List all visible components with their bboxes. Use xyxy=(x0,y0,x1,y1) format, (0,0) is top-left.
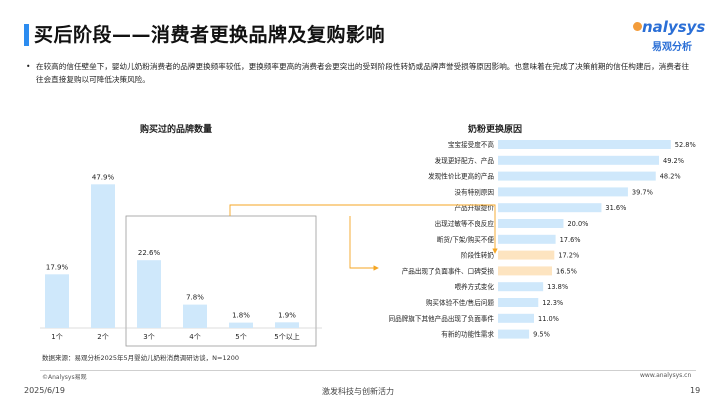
reason-bar-13 xyxy=(498,329,530,339)
page-number: 19 xyxy=(690,386,701,395)
logo-subtitle: 易观分析 xyxy=(652,42,692,53)
bar-value-label: 22.6% xyxy=(138,249,161,257)
y-tick-label: 出现过敏等不良反应 xyxy=(435,219,495,228)
summary-bullet: • 在较高的信任壁垒下，婴幼儿奶粉消费者的品牌更换频率较低，更换频率更高的消费者… xyxy=(26,60,696,86)
bar-value-label: 48.2% xyxy=(660,173,681,181)
y-tick-label: 同品牌旗下其他产品出现了负面事件 xyxy=(389,314,495,323)
reason-bar-3 xyxy=(498,171,656,181)
bar-value-label: 47.9% xyxy=(92,173,115,181)
bar-value-label: 7.8% xyxy=(186,294,204,302)
x-tick-label: 5个以上 xyxy=(274,332,299,341)
bar-1 xyxy=(45,274,69,328)
y-tick-label: 宝宝接受度不高 xyxy=(448,140,495,149)
data-source: 数据来源：易观分析2025年5月婴幼儿奶粉消费调研访谈，N=1200 xyxy=(42,354,240,362)
bar-value-label: 13.8% xyxy=(547,283,568,291)
bar-value-label: 17.9% xyxy=(46,263,69,271)
reason-bar-4 xyxy=(498,187,628,197)
page-title: 买后阶段——消费者更换品牌及复购影响 xyxy=(34,24,386,46)
y-tick-label: 产品升级提价 xyxy=(454,203,494,212)
footer-date: 2025/6/19 xyxy=(24,386,66,395)
bar-value-label: 17.6% xyxy=(560,236,581,244)
logo-wordmark: nalysys xyxy=(642,18,706,36)
y-tick-label: 阶段性转奶 xyxy=(461,251,494,260)
bar-2 xyxy=(91,184,115,328)
summary-text: 在较高的信任壁垒下，婴幼儿奶粉消费者的品牌更换频率较低，更换频率更高的消费者会更… xyxy=(36,62,690,84)
bar-value-label: 20.0% xyxy=(567,220,588,228)
bar-value-label: 31.6% xyxy=(605,204,626,212)
x-tick-label: 1个 xyxy=(51,333,62,341)
y-tick-label: 发现性价比更高的产品 xyxy=(428,172,494,181)
y-tick-label: 产品出现了负面事件、口碑受损 xyxy=(402,266,495,275)
logo-dot-icon xyxy=(633,22,642,31)
title-accent-bar xyxy=(24,24,29,46)
reason-bar-6 xyxy=(498,219,564,228)
bar-value-label: 39.7% xyxy=(632,188,653,196)
reason-bar-12 xyxy=(498,313,534,323)
left-chart-title: 购买过的品牌数量 xyxy=(140,125,213,135)
reason-bar-7 xyxy=(498,234,556,244)
reason-bar-1 xyxy=(498,140,671,149)
x-tick-label: 4个 xyxy=(189,333,200,341)
y-tick-label: 没有特别原因 xyxy=(454,187,494,196)
right-chart-title: 奶粉更换原因 xyxy=(468,125,523,135)
x-tick-label: 5个 xyxy=(235,333,246,341)
bar-value-label: 52.8% xyxy=(675,141,696,149)
y-tick-label: 发现更好配方、产品 xyxy=(435,156,495,165)
bar-value-label: 9.5% xyxy=(533,331,550,339)
reason-bar-5 xyxy=(498,203,602,213)
bar-4 xyxy=(183,304,207,328)
bar-value-label: 16.5% xyxy=(556,267,577,275)
reason-bar-8 xyxy=(498,250,555,260)
footer-slogan: 激发科技与创新活力 xyxy=(322,387,394,396)
bar-6 xyxy=(275,322,299,328)
bar-5 xyxy=(229,322,253,328)
bullet-dot-icon: • xyxy=(26,62,31,71)
x-tick-label: 3个 xyxy=(143,333,154,341)
bar-value-label: 1.9% xyxy=(278,311,296,319)
y-tick-label: 购买体验不佳/售后问题 xyxy=(426,298,495,307)
copyright: ©Analysys易观 xyxy=(42,374,87,381)
switch-reason-bar-chart: 宝宝接受度不高 52.8% 发现更好配方、产品 49.2% 发现性价比更高的产品 48.2… xyxy=(389,140,696,339)
highlight-box xyxy=(125,215,317,347)
website-link[interactable]: www.analysys.cn xyxy=(640,372,692,379)
bar-value-label: 1.8% xyxy=(232,312,250,320)
footer-divider xyxy=(40,370,696,371)
y-tick-label: 有新的功能性需求 xyxy=(441,330,494,339)
reason-bar-9 xyxy=(498,266,552,276)
bar-value-label: 49.2% xyxy=(663,157,684,165)
bar-value-label: 17.2% xyxy=(558,252,579,260)
x-tick-label: 2个 xyxy=(97,333,108,341)
y-tick-label: 断货/下架/购买不便 xyxy=(437,235,495,244)
y-tick-label: 喂养方式变化 xyxy=(454,282,494,291)
bar-value-label: 12.3% xyxy=(542,299,563,307)
reason-bar-2 xyxy=(498,155,660,165)
reason-bar-10 xyxy=(498,282,544,292)
brand-count-bar-chart: 17.9% 1个 47.9% 2个 22.6% 3个 7.8% 4个 1.8% 5个 1.9% 5个以… xyxy=(40,173,322,347)
bar-value-label: 11.0% xyxy=(538,315,559,323)
reason-bar-11 xyxy=(498,298,539,307)
analysys-logo: nalysys 易观分析 xyxy=(630,16,710,56)
bar-3 xyxy=(137,260,161,328)
